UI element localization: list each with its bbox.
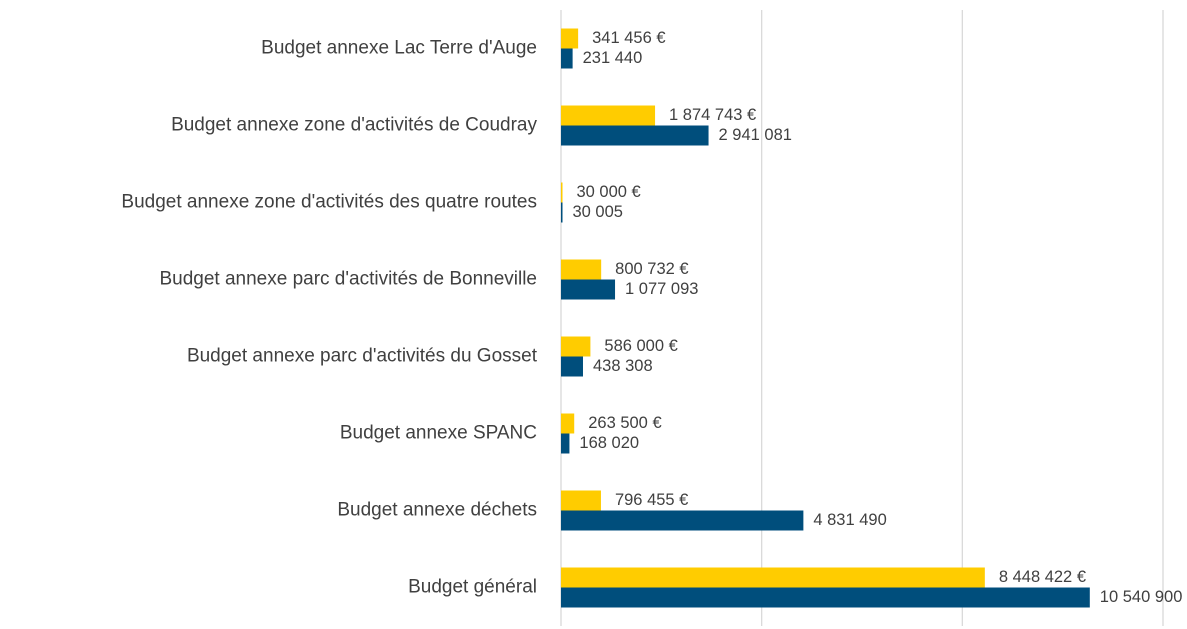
bar [561, 356, 583, 377]
category-label: Budget annexe zone d'activités de Coudra… [171, 115, 537, 136]
value-label: 2 941 081 [719, 126, 792, 144]
bar [561, 490, 601, 511]
value-label: 438 308 [593, 357, 653, 375]
bar [561, 182, 563, 203]
value-label: 341 456 € [592, 29, 665, 47]
value-label: 168 020 [579, 434, 639, 452]
category-label: Budget annexe Lac Terre d'Auge [261, 38, 537, 59]
value-label: 30 005 [573, 203, 623, 221]
value-label: 231 440 [583, 49, 643, 67]
value-label: 4 831 490 [813, 511, 886, 529]
value-label: 800 732 € [615, 260, 688, 278]
category-label: Budget annexe déchets [337, 500, 537, 521]
bar [561, 433, 570, 454]
value-label: 1 077 093 [625, 280, 698, 298]
category-label: Budget annexe zone d'activités des quatr… [121, 192, 537, 213]
category-label: Budget général [408, 577, 537, 598]
value-label: 796 455 € [615, 491, 688, 509]
value-label: 8 448 422 € [999, 568, 1086, 586]
value-label: 30 000 € [577, 183, 641, 201]
bar [561, 125, 709, 146]
value-label: 263 500 € [588, 414, 661, 432]
bar [561, 336, 591, 357]
bar [561, 413, 575, 434]
bar [561, 202, 563, 223]
category-label: Budget annexe SPANC [340, 423, 537, 444]
category-label: Budget annexe parc d'activités du Gosset [187, 346, 538, 367]
bar [561, 510, 804, 531]
value-label: 586 000 € [604, 337, 677, 355]
bar [561, 259, 602, 280]
bar [561, 567, 985, 588]
bar [561, 48, 573, 69]
bar [561, 587, 1090, 608]
bar [561, 105, 656, 126]
value-label: 1 874 743 € [669, 106, 756, 124]
bar [561, 28, 579, 49]
bar [561, 279, 616, 300]
category-label: Budget annexe parc d'activités de Bonnev… [159, 269, 537, 290]
value-label: 10 540 900 [1100, 588, 1183, 606]
